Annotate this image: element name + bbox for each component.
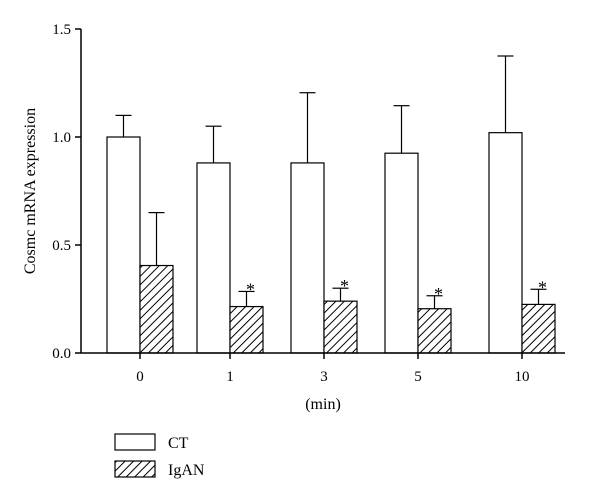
legend-swatch-ct bbox=[114, 433, 156, 451]
bar-ct-0 bbox=[106, 136, 141, 354]
bar-ct-10 bbox=[488, 132, 523, 354]
bar-ct-5 bbox=[384, 152, 419, 354]
legend: CT IgAN bbox=[114, 433, 205, 479]
significance-layer: * * * * bbox=[246, 276, 547, 304]
y-ticks: 0.0 0.5 1.0 1.5 bbox=[52, 22, 81, 362]
y-axis-label: Cosmc mRNA expression bbox=[22, 108, 39, 274]
x-tick-label-10: 10 bbox=[515, 369, 530, 385]
significance-marker-3: * bbox=[340, 276, 349, 296]
y-axis: 0.0 0.5 1.0 1.5 bbox=[52, 22, 82, 362]
y-tick-label-0.0: 0.0 bbox=[52, 346, 71, 362]
bars-layer bbox=[106, 132, 556, 354]
bar-igan-0 bbox=[139, 264, 174, 354]
error-bars-layer bbox=[115, 55, 547, 309]
x-tick-label-0: 0 bbox=[136, 369, 144, 385]
x-tick-label-3: 3 bbox=[320, 369, 328, 385]
bar-igan-5 bbox=[417, 308, 452, 354]
legend-label-igan: IgAN bbox=[168, 462, 205, 479]
legend-label-ct: CT bbox=[168, 435, 189, 452]
y-tick-label-1.5: 1.5 bbox=[52, 22, 71, 38]
legend-swatch-igan bbox=[114, 460, 156, 478]
bar-igan-10 bbox=[521, 303, 556, 354]
legend-item-igan: IgAN bbox=[114, 460, 205, 479]
y-tick-label-1.0: 1.0 bbox=[52, 130, 71, 146]
significance-marker-1: * bbox=[246, 279, 255, 299]
significance-marker-5: * bbox=[434, 284, 443, 304]
x-tick-label-1: 1 bbox=[226, 369, 234, 385]
legend-item-ct: CT bbox=[114, 433, 189, 452]
bar-igan-3 bbox=[323, 300, 358, 354]
bar-igan-1 bbox=[229, 305, 264, 354]
x-axis-label: (min) bbox=[305, 396, 341, 413]
x-ticks: 0 1 3 5 10 bbox=[136, 353, 530, 385]
x-tick-label-5: 5 bbox=[414, 369, 422, 385]
x-axis: 0 1 3 5 10 bbox=[81, 352, 565, 385]
y-tick-label-0.5: 0.5 bbox=[52, 238, 71, 254]
bar-ct-3 bbox=[290, 162, 325, 354]
bar-ct-1 bbox=[196, 162, 231, 354]
significance-marker-10: * bbox=[538, 277, 547, 297]
